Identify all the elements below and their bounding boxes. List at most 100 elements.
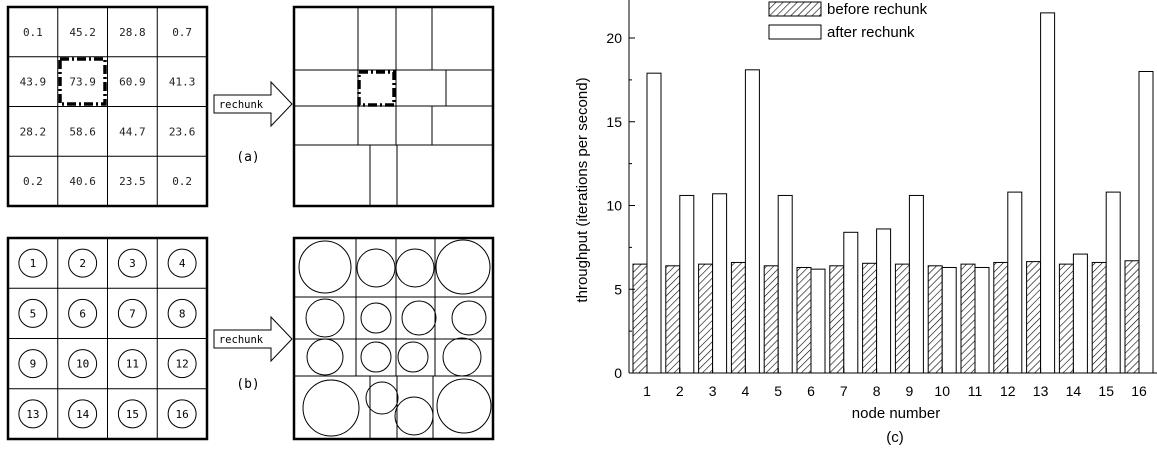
- rechunked-node-circle: [397, 341, 429, 373]
- bar-before-rechunk: [927, 265, 943, 374]
- node-label: 10: [76, 358, 89, 371]
- grid-value: 41.3: [169, 76, 196, 89]
- x-tick-label: 7: [840, 383, 848, 399]
- x-tick-label: 3: [709, 383, 717, 399]
- node-label: 6: [79, 307, 86, 320]
- x-tick-label: 15: [1098, 383, 1114, 399]
- legend-label-before: before rechunk: [827, 1, 928, 18]
- y-tick-label: 5: [614, 281, 622, 297]
- grid-value: 58.6: [69, 125, 96, 138]
- rechunked-node-circle: [356, 248, 396, 288]
- legend-label-after: after rechunk: [827, 24, 915, 41]
- node-label: 1: [30, 257, 37, 270]
- rechunked-node-circle: [395, 248, 435, 288]
- rechunk-arrow-b: rechunk: [213, 315, 293, 363]
- bar-after-rechunk: [974, 266, 990, 374]
- grid-value: 0.2: [172, 175, 192, 188]
- bar-before-rechunk: [1091, 261, 1107, 374]
- grid-value: 44.7: [119, 125, 146, 138]
- x-tick-label: 4: [742, 383, 750, 399]
- node-circle: [117, 399, 147, 429]
- rechunked-node-circle: [442, 337, 482, 377]
- rechunked-node-circle: [394, 396, 434, 436]
- node-circle: [68, 248, 98, 278]
- bar-after-rechunk: [1072, 253, 1088, 374]
- x-tick-label: 6: [807, 383, 815, 399]
- grid-value: 0.1: [23, 26, 43, 39]
- node-circle: [18, 248, 48, 278]
- node-label: 5: [30, 307, 37, 320]
- node-circle: [68, 399, 98, 429]
- node-label: 14: [76, 408, 90, 421]
- rechunked-node-circle: [306, 338, 344, 376]
- bar-after-rechunk: [1007, 191, 1023, 374]
- x-tick-label: 8: [873, 383, 881, 399]
- node-circle: [117, 349, 147, 379]
- rechunked-node-circle: [360, 341, 392, 373]
- grid-value: 23.5: [119, 175, 146, 188]
- y-tick-label: 0: [614, 365, 622, 381]
- node-label: 7: [129, 307, 136, 320]
- node-circle: [117, 298, 147, 328]
- bar-after-rechunk: [1105, 191, 1121, 374]
- node-circle: [167, 399, 197, 429]
- x-tick-label: 1: [643, 383, 651, 399]
- x-tick-label: 13: [1033, 383, 1049, 399]
- rechunked-highlight-cell: [357, 70, 396, 107]
- y-tick-label: 10: [606, 198, 622, 214]
- bar-before-rechunk: [862, 262, 878, 374]
- bar-before-rechunk: [960, 263, 976, 374]
- value-grid: 0.1 45.2 28.8 0.7 43.9 73.9 60.9 41.3 28.2 58.6 44…: [6, 5, 209, 208]
- node-circle: [167, 298, 197, 328]
- x-tick-label: 16: [1131, 383, 1147, 399]
- node-circle: [18, 298, 48, 328]
- rechunked-node-circle: [305, 298, 345, 338]
- rechunked-node-circle: [435, 239, 491, 295]
- rechunk-arrow-label-a: rechunk: [219, 99, 264, 111]
- bar-after-rechunk: [646, 72, 662, 374]
- node-circle: [68, 298, 98, 328]
- grid-value: 40.6: [69, 175, 96, 188]
- rechunked-node-circle: [401, 300, 437, 336]
- bar-before-rechunk: [829, 265, 845, 374]
- x-tick-label: 14: [1066, 383, 1082, 399]
- bar-after-rechunk: [679, 194, 695, 374]
- bar-before-rechunk: [1026, 261, 1042, 374]
- node-circle: [18, 349, 48, 379]
- node-label: 3: [129, 257, 136, 270]
- rechunked-node-circle: [298, 240, 352, 294]
- rechunk-arrow-label-b: rechunk: [219, 334, 264, 346]
- bar-before-rechunk: [993, 261, 1009, 374]
- panel-a: 0.1 45.2 28.8 0.7 43.9 73.9 60.9 41.3 28.2 58.6 44…: [6, 5, 495, 208]
- rechunked-node-circle: [360, 302, 392, 334]
- legend: before rechunk after rechunk: [768, 1, 928, 41]
- node-label: 13: [26, 408, 39, 421]
- grid-value: 60.9: [119, 76, 146, 89]
- highlight-cell: [58, 57, 107, 106]
- node-circle: [18, 399, 48, 429]
- x-axis-label: node number: [852, 405, 940, 422]
- rechunked-node-circle: [451, 300, 487, 336]
- bar-before-rechunk: [698, 263, 714, 374]
- grid-value: 0.7: [172, 26, 192, 39]
- x-ticks: 1 2 3 4 5 6 7 8 9 10 11 12 13 14 15 16: [643, 368, 1147, 399]
- panel-a-caption: (a): [236, 150, 259, 165]
- node-label: 16: [176, 408, 189, 421]
- node-label: 12: [176, 358, 189, 371]
- panel-c-caption: (c): [886, 429, 904, 446]
- rechunked-node-grid: [292, 236, 495, 441]
- bar-after-rechunk: [941, 266, 957, 374]
- x-tick-label: 11: [968, 383, 983, 399]
- x-tick-label: 5: [774, 383, 782, 399]
- x-tick-label: 2: [676, 383, 684, 399]
- bar-before-rechunk: [730, 261, 746, 374]
- x-tick-label: 10: [934, 383, 950, 399]
- grid-value: 0.2: [23, 175, 43, 188]
- node-label: 9: [30, 358, 37, 371]
- grid-value: 28.2: [20, 125, 47, 138]
- bar-before-rechunk: [763, 265, 779, 374]
- legend-swatch-after: [768, 24, 822, 40]
